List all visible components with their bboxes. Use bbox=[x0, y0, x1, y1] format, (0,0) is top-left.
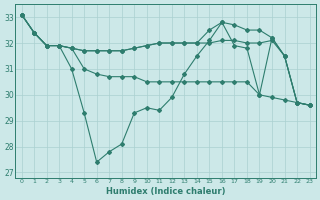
X-axis label: Humidex (Indice chaleur): Humidex (Indice chaleur) bbox=[106, 187, 225, 196]
